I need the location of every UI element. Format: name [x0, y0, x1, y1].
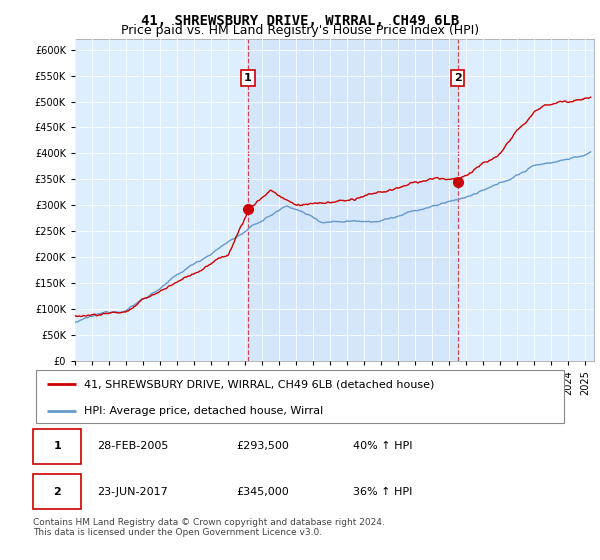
Text: HPI: Average price, detached house, Wirral: HPI: Average price, detached house, Wirr…: [83, 406, 323, 416]
FancyBboxPatch shape: [34, 429, 81, 464]
Text: £345,000: £345,000: [236, 487, 289, 497]
Text: 36% ↑ HPI: 36% ↑ HPI: [353, 487, 412, 497]
Text: Contains HM Land Registry data © Crown copyright and database right 2024.
This d: Contains HM Land Registry data © Crown c…: [33, 518, 385, 538]
Text: Price paid vs. HM Land Registry's House Price Index (HPI): Price paid vs. HM Land Registry's House …: [121, 24, 479, 37]
FancyBboxPatch shape: [36, 370, 564, 423]
Text: £293,500: £293,500: [236, 441, 290, 451]
Text: 41, SHREWSBURY DRIVE, WIRRAL, CH49 6LB (detached house): 41, SHREWSBURY DRIVE, WIRRAL, CH49 6LB (…: [83, 380, 434, 390]
Text: 1: 1: [53, 441, 61, 451]
Text: 23-JUN-2017: 23-JUN-2017: [97, 487, 167, 497]
Text: 40% ↑ HPI: 40% ↑ HPI: [353, 441, 412, 451]
Text: 1: 1: [244, 73, 252, 83]
Bar: [248, 39, 458, 361]
Text: 2: 2: [454, 73, 461, 83]
Text: 28-FEB-2005: 28-FEB-2005: [97, 441, 168, 451]
Text: 41, SHREWSBURY DRIVE, WIRRAL, CH49 6LB: 41, SHREWSBURY DRIVE, WIRRAL, CH49 6LB: [141, 14, 459, 28]
FancyBboxPatch shape: [34, 474, 81, 509]
Text: 2: 2: [53, 487, 61, 497]
